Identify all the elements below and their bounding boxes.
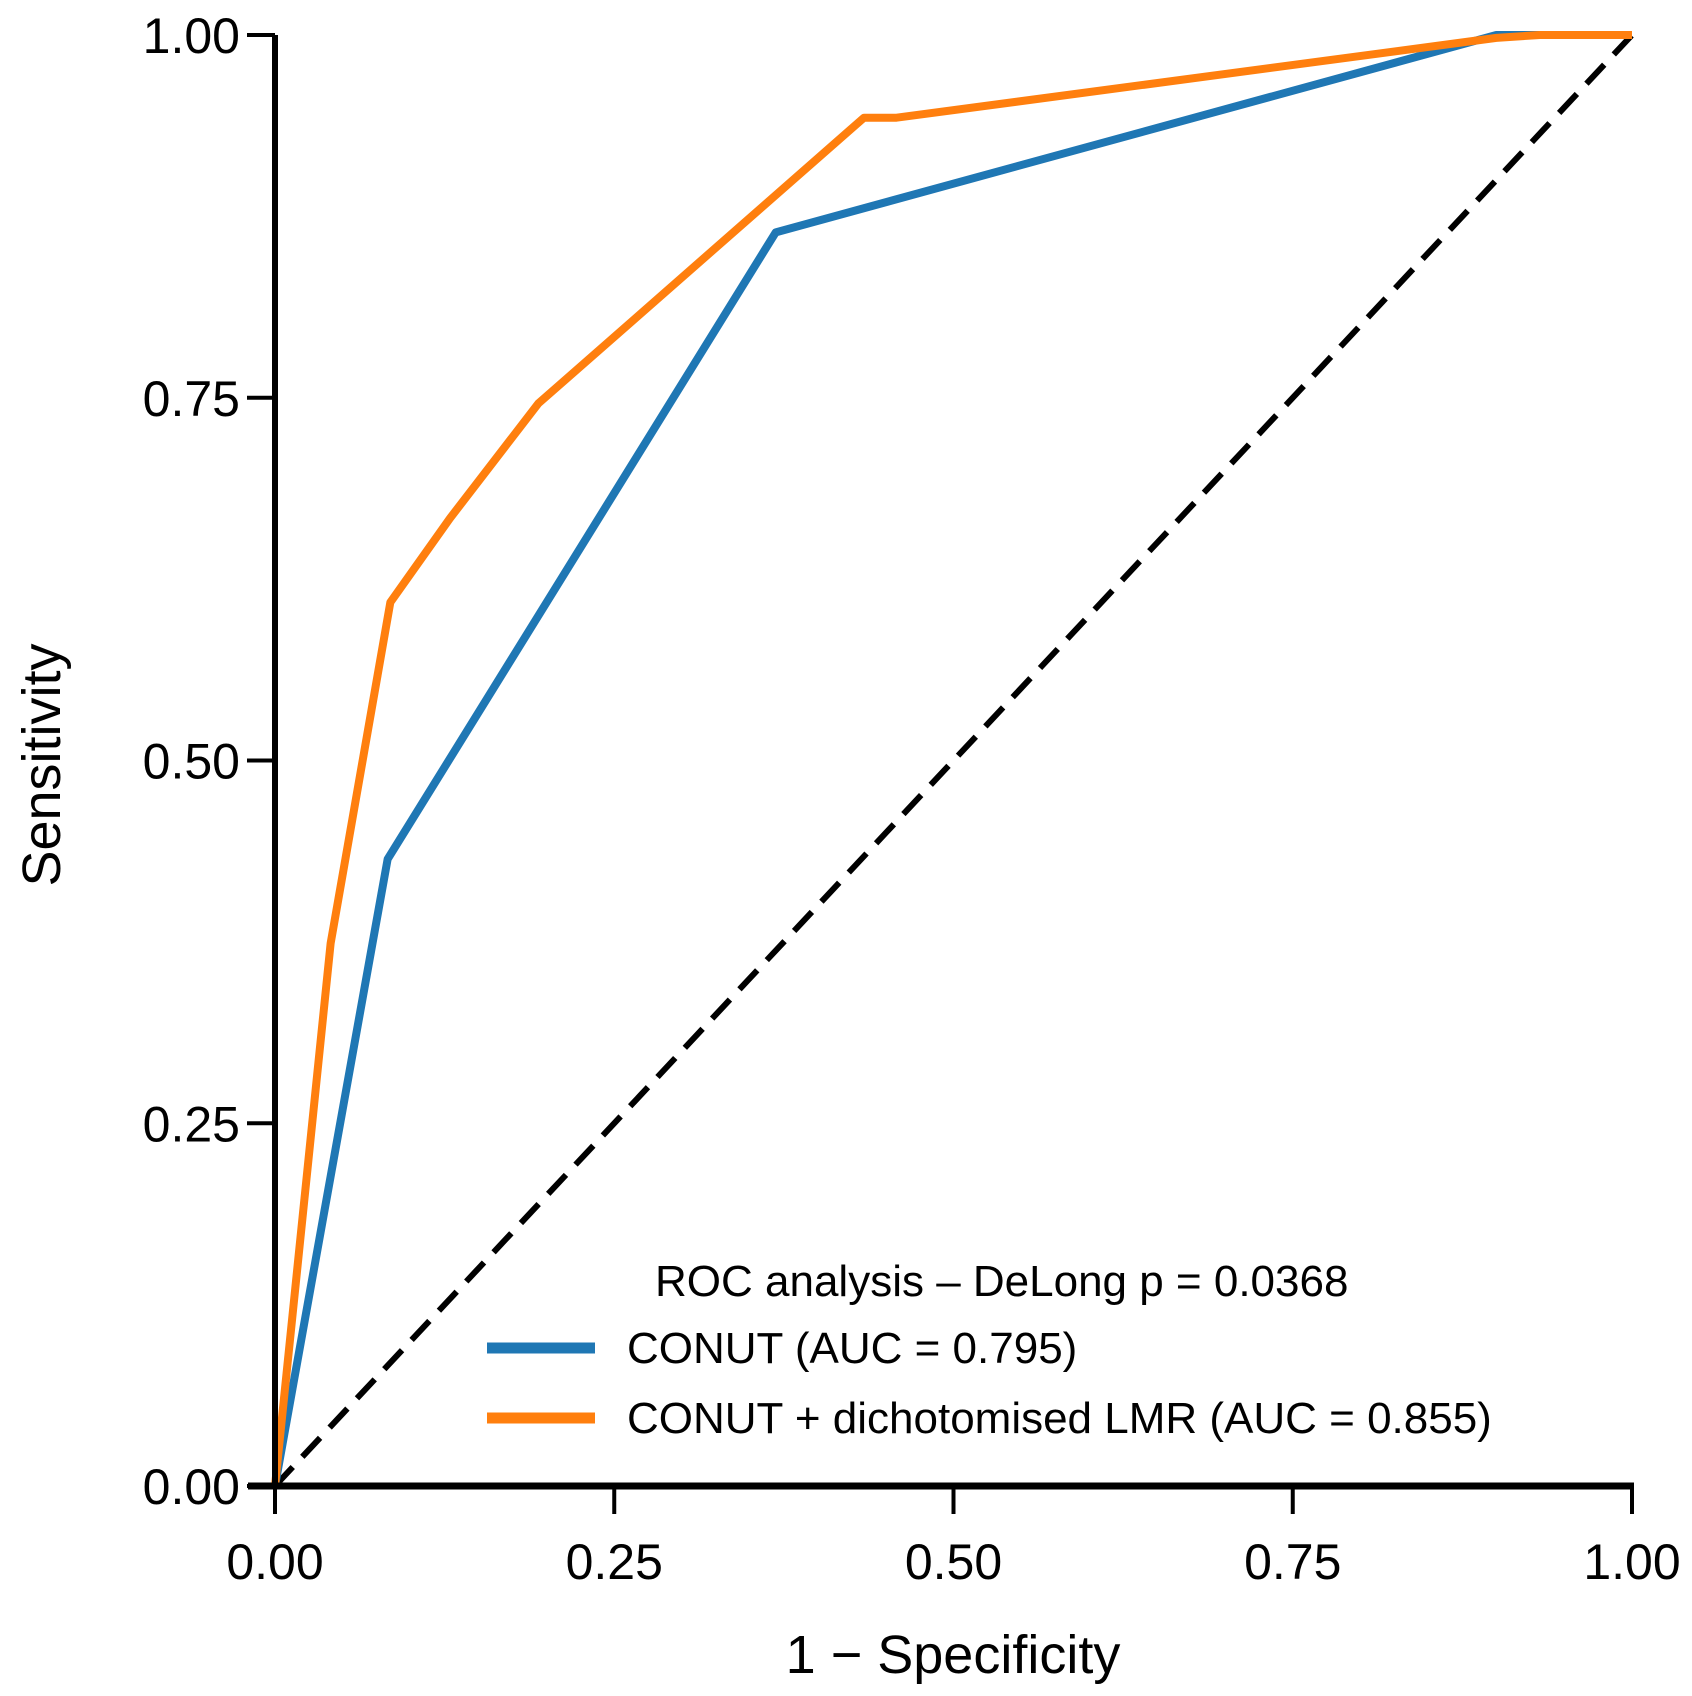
- x-tick-label: 0.00: [226, 1534, 323, 1590]
- x-tick-label: 0.75: [1244, 1534, 1341, 1590]
- y-tick-label: 0.50: [143, 734, 240, 790]
- legend-label-conut: CONUT (AUC = 0.795): [627, 1324, 1077, 1373]
- ticks-layer: 0.00 0.25 0.50 0.75 1.00 0.00 0.25 0.50 0.75 1.00: [143, 8, 1681, 1590]
- legend: ROC analysis – DeLong p = 0.0368 CONUT (…: [487, 1257, 1492, 1443]
- x-tick-label: 0.50: [905, 1534, 1002, 1590]
- x-tick-label: 1.00: [1583, 1534, 1680, 1590]
- x-axis-label: 1 − Specificity: [786, 1625, 1121, 1685]
- legend-label-conut-lmr: CONUT + dichotomised LMR (AUC = 0.855): [627, 1394, 1492, 1443]
- y-tick-label: 0.00: [143, 1459, 240, 1515]
- reference-diagonal-line: [272, 32, 1635, 1489]
- y-tick-label: 1.00: [143, 8, 240, 64]
- roc-curve-1: [271, 31, 1632, 1487]
- y-axis-label: Sensitivity: [12, 643, 72, 886]
- y-tick-label: 0.75: [143, 371, 240, 427]
- series-layer: [271, 31, 1635, 1489]
- legend-title: ROC analysis – DeLong p = 0.0368: [655, 1257, 1348, 1306]
- x-tick-label: 0.25: [566, 1534, 663, 1590]
- y-tick-label: 0.25: [143, 1096, 240, 1152]
